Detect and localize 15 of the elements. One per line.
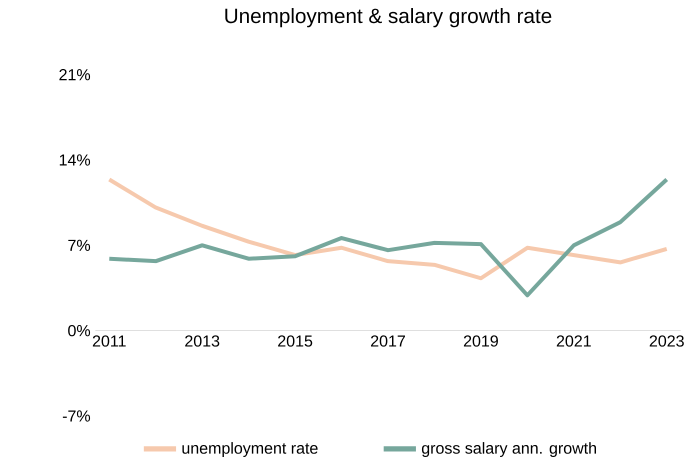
legend-label: gross salary ann. growth xyxy=(422,442,596,458)
y-tick-label: -7% xyxy=(62,410,90,422)
y-tick-label: 0% xyxy=(68,325,90,336)
x-tick-label: 2015 xyxy=(278,336,312,347)
x-tick-label: 2021 xyxy=(556,336,591,347)
x-tick-label: 2013 xyxy=(185,336,220,347)
y-tick-label: 7% xyxy=(68,240,90,252)
legend-label: unemployment rate xyxy=(182,442,318,458)
chart-title: Unemployment & salary growth rate xyxy=(225,8,552,28)
y-tick-label: 21% xyxy=(59,69,90,80)
y-tick-label: 14% xyxy=(60,154,90,166)
x-tick-label: 2019 xyxy=(464,336,498,347)
x-tick-label: 2017 xyxy=(371,336,405,347)
x-tick-label: 2023 xyxy=(650,336,684,347)
x-tick-label: 2011 xyxy=(92,336,126,347)
